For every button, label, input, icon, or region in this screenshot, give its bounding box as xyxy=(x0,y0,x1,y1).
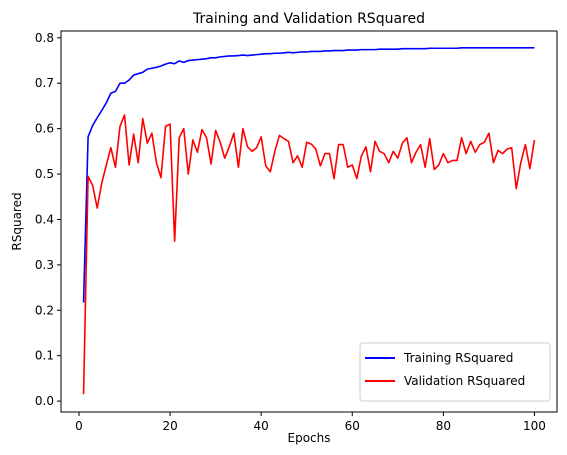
x-tick-label: 0 xyxy=(75,419,83,433)
x-tick-label: 20 xyxy=(162,419,177,433)
legend-box xyxy=(359,342,551,402)
legend-label-validation: Validation RSquared xyxy=(404,374,525,388)
y-tick-label: 0.5 xyxy=(35,167,54,181)
x-axis-ticks: 0 20 40 60 80 100 xyxy=(75,412,546,433)
legend-label-training: Training RSquared xyxy=(403,351,513,365)
series-layer xyxy=(82,46,536,395)
x-tick-label: 60 xyxy=(345,419,360,433)
x-tick-label: 40 xyxy=(254,419,269,433)
chart-title: Training and Validation RSquared xyxy=(192,11,425,27)
y-tick-label: 0.4 xyxy=(35,212,54,226)
x-tick-label: 80 xyxy=(436,419,451,433)
y-axis-label: RSquared xyxy=(10,192,24,250)
y-tick-label: 0.8 xyxy=(35,31,54,45)
training-rsquared-line xyxy=(82,46,535,303)
y-tick-label: 0.0 xyxy=(35,394,54,408)
legend: Training RSquared Validation RSquared xyxy=(359,342,551,402)
y-tick-label: 0.7 xyxy=(35,76,54,90)
x-tick-label: 100 xyxy=(523,419,546,433)
y-axis-ticks: 0.0 0.1 0.2 0.3 0.4 0.5 0.6 0.7 0.8 xyxy=(35,31,61,408)
plot-frame xyxy=(60,30,558,413)
y-tick-label: 0.6 xyxy=(35,122,54,136)
x-axis-label: Epochs xyxy=(288,431,331,445)
y-tick-label: 0.2 xyxy=(35,303,54,317)
y-tick-label: 0.1 xyxy=(35,349,54,363)
y-tick-label: 0.3 xyxy=(35,258,54,272)
validation-rsquared-line xyxy=(82,114,536,395)
